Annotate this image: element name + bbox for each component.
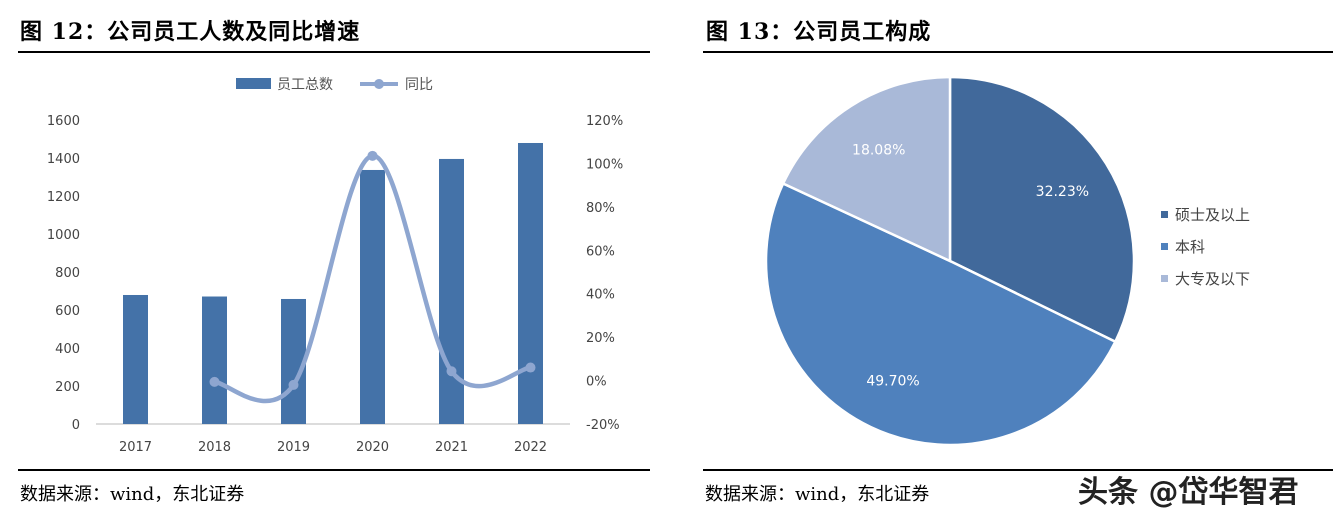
legend-label: 大专及以下: [1175, 270, 1250, 288]
y-left-tick-label: 1200: [47, 190, 80, 205]
legend-line-label: 同比: [405, 77, 433, 93]
x-tick-label: 2018: [198, 440, 231, 455]
y-left-tick-label: 800: [55, 266, 80, 281]
y-left-tick-label: 200: [55, 380, 80, 395]
pie-data-label: 32.23%: [1036, 184, 1089, 200]
y-left-tick-label: 1000: [47, 228, 80, 243]
y-right-tick-label: 0%: [586, 375, 607, 390]
yoy-point: [367, 150, 378, 161]
yoy-point: [525, 362, 536, 373]
legend-swatch: [1161, 243, 1168, 250]
legend-bar-swatch: [236, 78, 271, 89]
bar-2017: [123, 294, 148, 424]
figure-13-title: 图 13：公司员工构成: [706, 19, 932, 45]
x-tick-label: 2021: [435, 440, 468, 455]
source-rule-left: [18, 469, 650, 471]
title-rule-right: [703, 51, 1333, 53]
bar-line-chart: 0 200 400 600 800 1000 1200 1400 1600 -20% 0% 20% 40…: [47, 77, 623, 455]
y-right-tick-label: 40%: [586, 288, 615, 303]
x-tick-label: 2020: [356, 440, 389, 455]
bar-2019: [281, 298, 306, 424]
y-right-tick-label: 100%: [586, 157, 623, 172]
x-tick-label: 2019: [277, 440, 310, 455]
y-left-tick-label: 1400: [47, 152, 80, 167]
x-tick-label: 2022: [514, 440, 547, 455]
y-right-tick-label: 120%: [586, 114, 623, 129]
pie-slice-本科: [764, 181, 1118, 447]
y-left-tick-label: 600: [55, 304, 80, 319]
y-left-tick-label: 400: [55, 342, 80, 357]
legend-line-marker: [374, 79, 384, 89]
y-right-tick-label: -20%: [586, 418, 620, 433]
bar-2021: [439, 158, 464, 424]
source-rule-right: [703, 469, 1333, 471]
title-rule-left: [18, 51, 650, 53]
y-right-tick-label: 60%: [586, 244, 615, 259]
legend-bar-label: 员工总数: [277, 77, 333, 93]
y-right-tick-label: 20%: [586, 331, 615, 346]
y-left-tick-label: 0: [72, 418, 80, 433]
figure-12-title: 图 12：公司员工人数及同比增速: [20, 19, 361, 45]
legend-swatch: [1161, 211, 1168, 218]
y-right-tick-label: 80%: [586, 201, 615, 216]
source-left: 数据来源：wind，东北证券: [20, 484, 245, 505]
pie-slice-大专及以下: [781, 75, 952, 263]
x-tick-label: 2017: [119, 440, 152, 455]
bar-2020: [360, 169, 385, 424]
yoy-point: [288, 379, 299, 390]
legend-swatch: [1161, 275, 1168, 282]
watermark: 头条 @岱华智君: [1078, 475, 1299, 510]
legend-label: 硕士及以上: [1175, 206, 1250, 224]
bar-2022: [518, 142, 543, 424]
y-left-tick-label: 1600: [47, 114, 80, 129]
yoy-point: [446, 366, 457, 377]
pie-data-label: 49.70%: [866, 374, 919, 390]
legend-label: 本科: [1175, 238, 1205, 256]
bar-2018: [202, 296, 227, 424]
pie-slice-硕士及以上: [948, 75, 1136, 344]
yoy-point: [209, 376, 220, 387]
source-right: 数据来源：wind，东北证券: [705, 484, 930, 505]
pie-data-label: 18.08%: [852, 142, 905, 158]
